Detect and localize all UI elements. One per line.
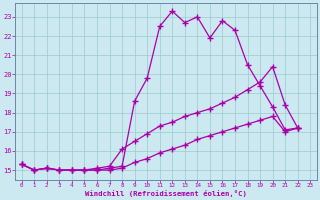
X-axis label: Windchill (Refroidissement éolien,°C): Windchill (Refroidissement éolien,°C) — [85, 190, 247, 197]
